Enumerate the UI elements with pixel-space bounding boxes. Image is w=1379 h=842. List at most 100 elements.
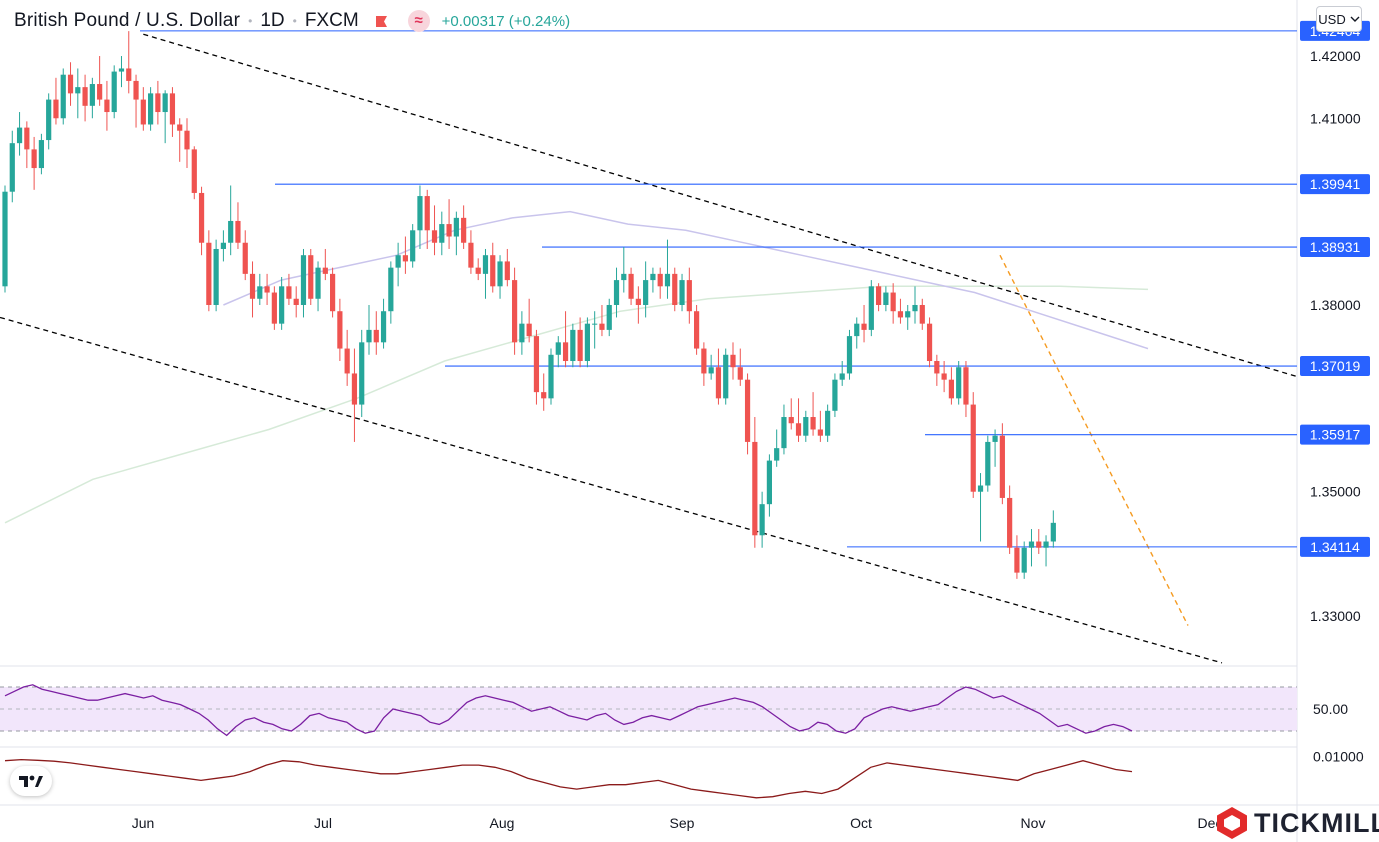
candle-body <box>774 448 780 461</box>
candle-body <box>9 143 15 192</box>
candle-body <box>526 323 532 337</box>
candle-body <box>31 149 37 169</box>
candle <box>497 255 503 299</box>
candle <box>169 87 176 137</box>
candle-body <box>781 417 787 449</box>
candle <box>162 90 168 144</box>
candle <box>562 311 569 368</box>
candle <box>548 348 554 405</box>
candle <box>475 258 481 281</box>
candle <box>468 230 474 274</box>
candle-body <box>897 311 904 318</box>
candle <box>941 361 947 393</box>
candle <box>992 429 998 467</box>
level-tag-label: 1.39941 <box>1310 176 1361 192</box>
wave-icon[interactable]: ≈ <box>407 10 430 32</box>
candle <box>628 267 634 305</box>
x-tick-label: Oct <box>850 815 872 831</box>
candle-body <box>344 348 350 374</box>
candle <box>897 298 904 324</box>
candle-body <box>191 149 197 193</box>
candle <box>977 473 984 542</box>
candle <box>752 417 758 548</box>
candle-body <box>220 242 226 249</box>
candle-body <box>694 311 700 349</box>
flag-icon[interactable] <box>375 15 388 28</box>
candle-body <box>810 417 816 430</box>
candle-body <box>206 242 212 305</box>
candle-body <box>1007 497 1013 548</box>
candle-body <box>832 379 838 411</box>
candle-body <box>715 367 722 399</box>
candle <box>89 77 95 119</box>
candle-body <box>1021 547 1027 573</box>
candle <box>395 242 401 287</box>
candle <box>191 146 197 200</box>
candle <box>679 273 685 312</box>
candle <box>512 267 518 355</box>
x-tick-label: Nov <box>1021 815 1046 831</box>
candle <box>846 329 853 380</box>
level-price-tag: 1.37019 <box>1300 356 1370 377</box>
candle-body <box>468 242 474 268</box>
candle <box>140 87 146 131</box>
currency-button[interactable]: USD <box>1316 6 1362 32</box>
candle <box>126 31 132 94</box>
x-tick-label: Dec <box>1198 815 1223 831</box>
candle <box>388 261 394 324</box>
candle <box>555 336 561 368</box>
candle-body <box>890 292 896 312</box>
candle-body <box>1043 541 1049 548</box>
moving-average-fast <box>223 210 1149 350</box>
candle <box>803 410 809 442</box>
candle <box>708 354 714 380</box>
candle-body <box>308 255 314 299</box>
candle-body <box>417 196 423 231</box>
candle <box>380 298 387 349</box>
candle-body <box>67 74 74 94</box>
candle-body <box>104 99 110 113</box>
candle-body <box>606 304 612 330</box>
candle <box>453 211 459 256</box>
candle-body <box>963 367 969 405</box>
candle-body <box>577 329 583 362</box>
candle <box>948 367 954 405</box>
candle <box>883 286 889 312</box>
candle-body <box>249 273 256 299</box>
candle <box>832 373 838 418</box>
candle <box>766 454 772 517</box>
candle-body <box>643 280 649 305</box>
candle <box>606 298 612 337</box>
candle-body <box>635 298 641 305</box>
y-tick-label: 1.35000 <box>1310 484 1361 500</box>
candle <box>1050 510 1056 548</box>
candle <box>286 273 292 305</box>
rsi-line <box>4 684 1133 737</box>
candle-body <box>228 220 234 243</box>
candle <box>817 410 823 442</box>
candle <box>701 342 707 386</box>
candle <box>133 74 139 128</box>
candle <box>213 239 219 312</box>
interval-label[interactable]: 1D <box>260 10 285 31</box>
level-price-tag: 1.35917 <box>1300 424 1370 445</box>
candle-body <box>1028 541 1035 548</box>
candle-body <box>941 373 947 380</box>
candle <box>890 283 896 324</box>
candle-body <box>82 87 88 106</box>
level-tag-bg <box>1300 356 1370 377</box>
tradingview-logo-icon[interactable] <box>10 766 52 796</box>
candle-body <box>184 130 190 150</box>
candle <box>584 317 590 368</box>
candle-body <box>999 435 1005 498</box>
candle <box>446 199 452 249</box>
candle-body <box>133 80 139 100</box>
candle-body <box>701 348 707 374</box>
candle-body <box>650 273 656 281</box>
candle-body <box>330 273 336 312</box>
candle <box>1036 529 1042 554</box>
candle-body <box>664 273 671 287</box>
candle <box>242 230 248 281</box>
indicator2-line <box>4 758 1133 799</box>
